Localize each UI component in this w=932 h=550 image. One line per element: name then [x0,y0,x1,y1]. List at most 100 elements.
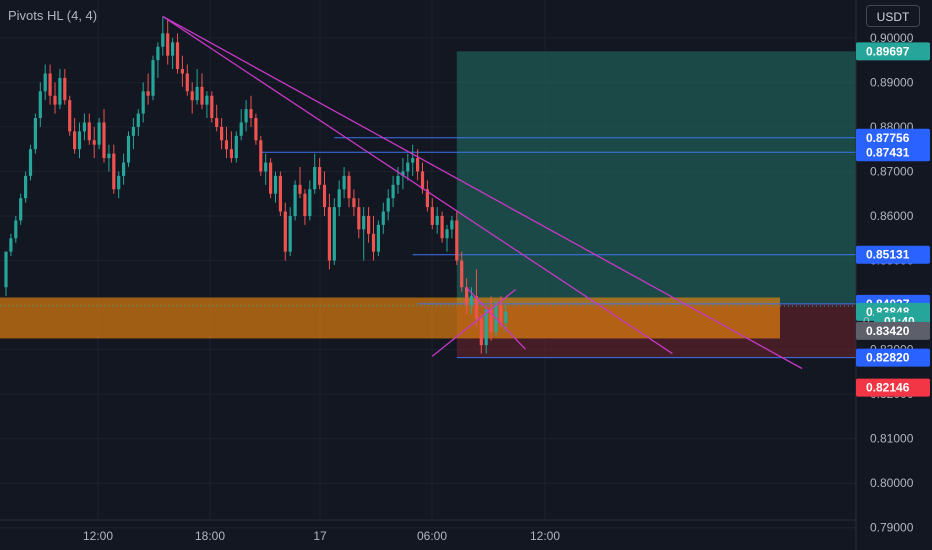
price-label-box [856,143,930,162]
price-label-box [856,42,930,61]
candle-body [210,95,214,119]
price-label-text: 0.82820 [866,351,910,365]
candle-body [460,260,464,288]
candle-body [455,220,459,261]
candle-body [293,184,297,216]
candle-body [107,153,111,159]
candle-body [244,109,248,123]
candle-body [151,60,155,96]
price-label-box [856,348,930,367]
candle-body [269,162,273,194]
candle-body [391,184,395,199]
candle-body [318,167,322,185]
candle-body [367,215,371,234]
price-label-box [856,321,930,340]
candle-body [288,215,292,252]
price-tick: 0.90000 [870,31,914,45]
time-tick: 12:00 [530,529,560,543]
candle-body [381,211,385,225]
candle-body [504,311,508,323]
candle-body [303,193,307,216]
price-label-box [856,378,930,397]
candle-body [229,149,233,159]
candle-body [43,73,47,92]
candle-body [77,131,82,150]
candle-body [401,171,405,176]
candle-body [87,122,91,141]
candle-body [342,175,346,190]
candle-body [122,162,126,176]
candle-body [180,69,184,74]
price-tick: 0.89000 [870,75,914,89]
candle-body [185,73,189,92]
countdown-prefix: 0 [863,314,870,328]
candle-body [465,287,469,306]
time-tick: 17 [313,529,327,543]
candle-body [347,175,351,199]
candle-body [332,207,336,261]
trend-line-extension [657,288,803,370]
candle-body [337,189,341,208]
candle-body [474,296,478,319]
candle-body [58,77,62,105]
candle-body [14,220,18,239]
time-tick: 18:00 [195,529,225,543]
candle-body [19,198,23,221]
candle-body [136,113,140,127]
candle-body [195,86,199,101]
candle-body [234,135,238,159]
candle-body [416,158,420,172]
candle-body [9,238,13,252]
candle-body [357,207,361,230]
candle-body [479,318,483,346]
trend-line [162,15,673,355]
trend-line [466,287,526,350]
candle-body [376,224,380,252]
candle-body [38,91,42,119]
candle-body [362,215,366,230]
candle-body [141,91,145,114]
price-tick: 0.87000 [870,164,914,178]
time-axis: 12:00 18:00 17 06:00 12:00 [0,519,856,543]
chart-zones [0,51,856,358]
candle-body [146,91,150,96]
trend-line [162,15,659,290]
candle-body [48,73,52,96]
candle-body [97,122,101,145]
candle-body [24,175,28,199]
candle-body [386,198,390,212]
candle-body [313,167,317,190]
candle-body [327,207,331,261]
candle-body [156,46,160,61]
price-label-text: 0.83420 [866,324,910,338]
candle-body [278,175,282,212]
candle-body [224,140,229,150]
indicator-label[interactable]: Pivots HL (4, 4) [8,8,98,23]
candle-body [249,109,253,119]
currency-button[interactable]: USDT [866,5,920,27]
candle-body [73,131,77,150]
candle-body [171,42,175,56]
price-label-text: 0.87756 [866,131,910,145]
candle-body [53,95,57,105]
candle-body [82,122,86,132]
candle-body [489,309,493,332]
candle-body [484,309,488,346]
candle-body [371,233,376,252]
candle-body [411,158,415,163]
trend-line [431,288,517,357]
candle-body [239,122,243,136]
candle-body [420,171,425,190]
price-tick: 0.86000 [870,209,914,223]
price-labels: 0.896970.877560.874310.851310.840270.838… [856,42,930,397]
candle-body [450,220,454,230]
candle-body [205,95,209,105]
candle-body [131,126,135,136]
candle-body [63,77,67,101]
candle-body [259,140,263,172]
candle-body [435,215,439,225]
candle-body [200,86,204,105]
candle-body [469,296,474,306]
candle-body [425,189,429,208]
